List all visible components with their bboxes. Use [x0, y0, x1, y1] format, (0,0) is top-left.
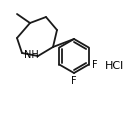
Text: NH: NH	[24, 50, 38, 60]
Text: F: F	[92, 60, 97, 69]
Text: HCl: HCl	[105, 61, 125, 71]
Text: F: F	[71, 76, 77, 86]
